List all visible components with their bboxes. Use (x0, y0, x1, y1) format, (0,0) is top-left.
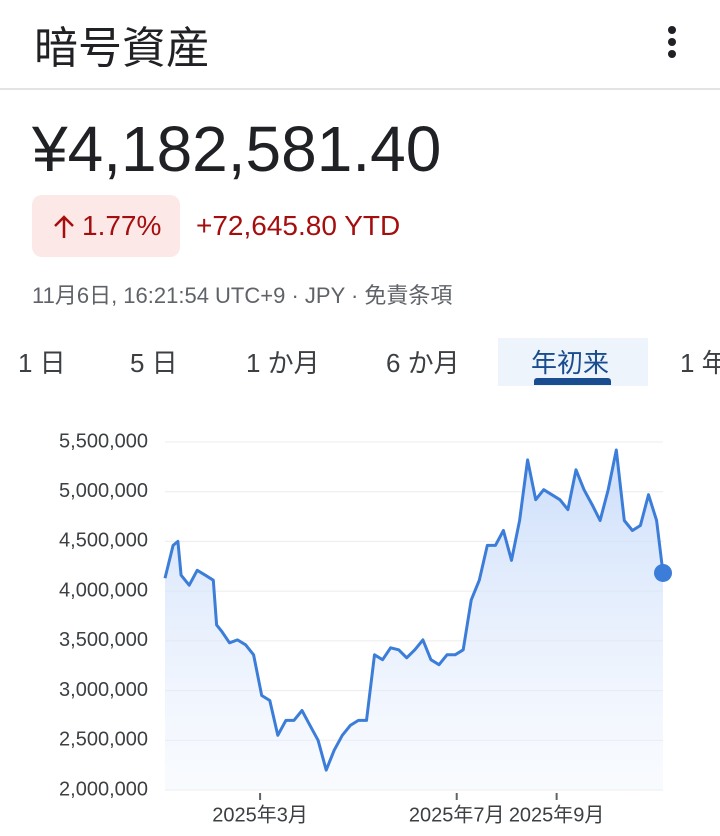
y-tick-label: 4,000,000 (59, 579, 148, 601)
timestamp: 11月6日, 16:21:54 UTC+9 · JPY · 免責条項 (32, 283, 453, 308)
x-tick-label: 2025年9月 (509, 803, 605, 826)
price: ¥4,182,581.40 (32, 113, 442, 185)
y-tick-label: 3,000,000 (59, 679, 148, 701)
page-title: 暗号資産 (34, 24, 210, 73)
x-tick-label: 2025年7月 (409, 803, 505, 826)
y-tick-label: 2,000,000 (59, 778, 148, 800)
divider (0, 88, 720, 90)
range-tab[interactable]: 年初来 (531, 348, 610, 378)
change-amount: +72,645.80 YTD (196, 210, 401, 241)
more-menu[interactable] (664, 24, 680, 60)
selected-tab-indicator (534, 378, 611, 385)
last-point (654, 563, 672, 582)
area-fill (165, 450, 663, 790)
up-arrow (54, 215, 74, 238)
y-tick-label: 2,500,000 (59, 729, 148, 751)
range-tab[interactable]: 1 か月 (246, 348, 320, 378)
price-line (163, 448, 665, 772)
y-tick-label: 3,500,000 (59, 629, 148, 651)
y-tick-label: 5,000,000 (59, 480, 148, 502)
range-tab[interactable]: 5 日 (130, 348, 178, 378)
chart: 2,000,000 2,500,000 3,000,000 3,500,000 4,00… (59, 430, 672, 826)
y-tick-label: 4,500,000 (59, 530, 148, 552)
range-tab[interactable]: 6 か月 (386, 348, 460, 378)
y-tick-label: 5,500,000 (59, 430, 148, 452)
change-percent: 1.77% (82, 210, 162, 241)
range-tab[interactable]: 1 年 (680, 348, 720, 378)
range-tab[interactable]: 1 日 (18, 348, 66, 378)
x-tick-label: 2025年3月 (212, 803, 308, 826)
